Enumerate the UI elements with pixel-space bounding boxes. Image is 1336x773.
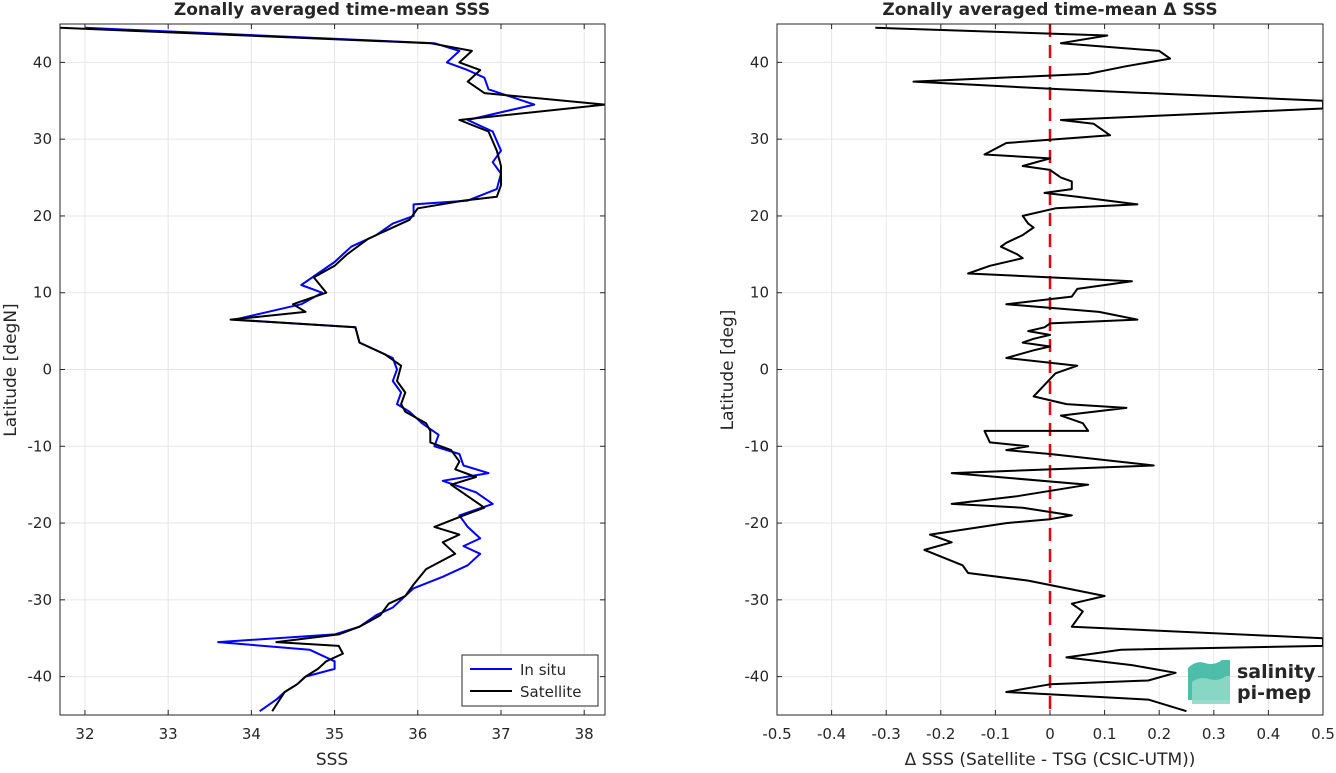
x-tick-label: -0.3 (872, 725, 901, 743)
x-tick-labels: 32 33 34 35 36 37 38 (75, 24, 594, 743)
x-tick-label: 0.2 (1147, 725, 1171, 743)
series-line-satellite (60, 26, 605, 712)
y-tick-label: 10 (33, 284, 52, 302)
y-tick-label: 0 (759, 361, 769, 379)
x-tick-label: 33 (159, 725, 178, 743)
x-tick-label: 0 (1045, 725, 1055, 743)
x-tick-label: -0.1 (981, 725, 1010, 743)
y-tick-label: 40 (33, 53, 52, 71)
x-axis-label: Δ SSS (Satellite - TSG (CSIC-UTM)) (905, 750, 1196, 769)
gridlines (60, 24, 605, 715)
logo-wave-icon-lower (1192, 676, 1230, 704)
y-tick-label: -30 (745, 591, 770, 609)
y-tick-label: 10 (750, 284, 769, 302)
x-tick-label: 37 (491, 725, 510, 743)
x-tick-label: 0.4 (1256, 725, 1280, 743)
chart-delta-sss: Zonally averaged time-mean Δ SSS -0.5 -0.… (718, 0, 1335, 770)
x-axis-label: SSS (316, 750, 348, 769)
x-tick-label: 36 (408, 725, 427, 743)
y-tick-label: -40 (745, 668, 770, 686)
x-tick-label: 38 (575, 725, 594, 743)
legend: In situ Satellite (461, 654, 599, 707)
y-tick-label: 30 (33, 130, 52, 148)
y-tick-label: 20 (750, 207, 769, 225)
chart-sss: Zonally averaged time-mean SSS 32 33 34 35 3… (1, 0, 606, 770)
y-tick-label: -10 (28, 437, 53, 455)
y-axis-label: Latitude [deg] (718, 310, 738, 431)
y-tick-label: 0 (42, 361, 52, 379)
x-tick-label: 32 (75, 725, 94, 743)
legend-label-in-situ: In situ (520, 661, 566, 679)
x-tick-label: -0.2 (926, 725, 955, 743)
series-lines (875, 26, 1323, 713)
y-tick-label: -20 (28, 514, 53, 532)
x-tick-label: 0.3 (1202, 725, 1226, 743)
y-tick-label: 40 (750, 53, 769, 71)
y-tick-label: -20 (745, 514, 770, 532)
y-tick-label: 20 (33, 207, 52, 225)
series-lines (60, 26, 605, 713)
x-tick-label: -0.5 (762, 725, 791, 743)
y-tick-labels: -40 -30 -20 -10 0 10 20 30 40 (745, 53, 1323, 686)
x-tick-label: 34 (242, 725, 261, 743)
y-tick-label: -10 (745, 437, 770, 455)
salinity-pi-mep-logo: salinity pi-mep (1188, 660, 1316, 704)
y-tick-label: -30 (28, 591, 53, 609)
y-tick-label: 30 (750, 130, 769, 148)
chart-title: Zonally averaged time-mean Δ SSS (882, 0, 1217, 20)
chart-title: Zonally averaged time-mean SSS (174, 0, 490, 20)
x-tick-label: 0.5 (1311, 725, 1335, 743)
x-tick-labels: -0.5 -0.4 -0.3 -0.2 -0.1 0 0.1 0.2 0.3 0.4 0.5 (762, 24, 1335, 743)
x-tick-label: 0.1 (1093, 725, 1117, 743)
logo-text-salinity: salinity (1237, 661, 1316, 683)
series-line-delta-sss (875, 26, 1323, 713)
y-tick-labels: -40 -30 -20 -10 0 10 20 30 40 (28, 53, 605, 686)
legend-label-satellite: Satellite (520, 683, 581, 701)
y-tick-label: -40 (28, 668, 53, 686)
y-axis-label: Latitude [degN] (1, 303, 21, 436)
series-line-in-situ (84, 26, 536, 713)
logo-text-pi-mep: pi-mep (1237, 682, 1311, 704)
x-tick-label: -0.4 (817, 725, 846, 743)
legend-box (461, 654, 599, 707)
x-tick-label: 35 (325, 725, 344, 743)
